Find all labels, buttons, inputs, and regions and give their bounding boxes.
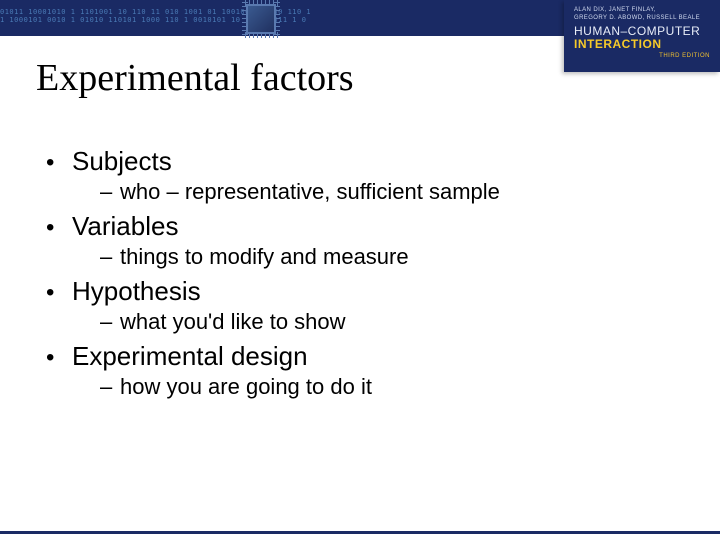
bullet-item: • Variables (46, 211, 666, 242)
bullet-label: Hypothesis (72, 276, 201, 307)
book-cover-badge: ALAN DIX, JANET FINLAY, GREGORY D. ABOWD… (564, 0, 720, 72)
bullet-marker: • (46, 280, 72, 306)
sub-bullet-item: – who – representative, sufficient sampl… (100, 179, 666, 205)
bullet-label: Subjects (72, 146, 172, 177)
bullet-item: • Experimental design (46, 341, 666, 372)
sub-bullet-item: – how you are going to do it (100, 374, 666, 400)
sub-label: how you are going to do it (120, 374, 372, 400)
bullet-marker: • (46, 215, 72, 241)
bullet-label: Variables (72, 211, 178, 242)
chip-icon (246, 4, 276, 34)
sub-label: what you'd like to show (120, 309, 346, 335)
bullet-marker: • (46, 150, 72, 176)
sub-marker: – (100, 179, 120, 205)
bullet-label: Experimental design (72, 341, 308, 372)
book-authors: ALAN DIX, JANET FINLAY, GREGORY D. ABOWD… (574, 6, 710, 22)
sub-marker: – (100, 374, 120, 400)
sub-label: who – representative, sufficient sample (120, 179, 500, 205)
book-title-line1: HUMAN–COMPUTER (574, 24, 710, 38)
slide-title: Experimental factors (36, 56, 354, 100)
bullet-item: • Hypothesis (46, 276, 666, 307)
sub-marker: – (100, 244, 120, 270)
bullet-marker: • (46, 345, 72, 371)
sub-bullet-item: – what you'd like to show (100, 309, 666, 335)
sub-marker: – (100, 309, 120, 335)
bullet-item: • Subjects (46, 146, 666, 177)
sub-label: things to modify and measure (120, 244, 409, 270)
book-edition: THIRD EDITION (574, 53, 710, 59)
footer-rule (0, 531, 720, 534)
book-title-line2: INTERACTION (574, 38, 710, 51)
sub-bullet-item: – things to modify and measure (100, 244, 666, 270)
slide-body: • Subjects – who – representative, suffi… (46, 140, 666, 406)
